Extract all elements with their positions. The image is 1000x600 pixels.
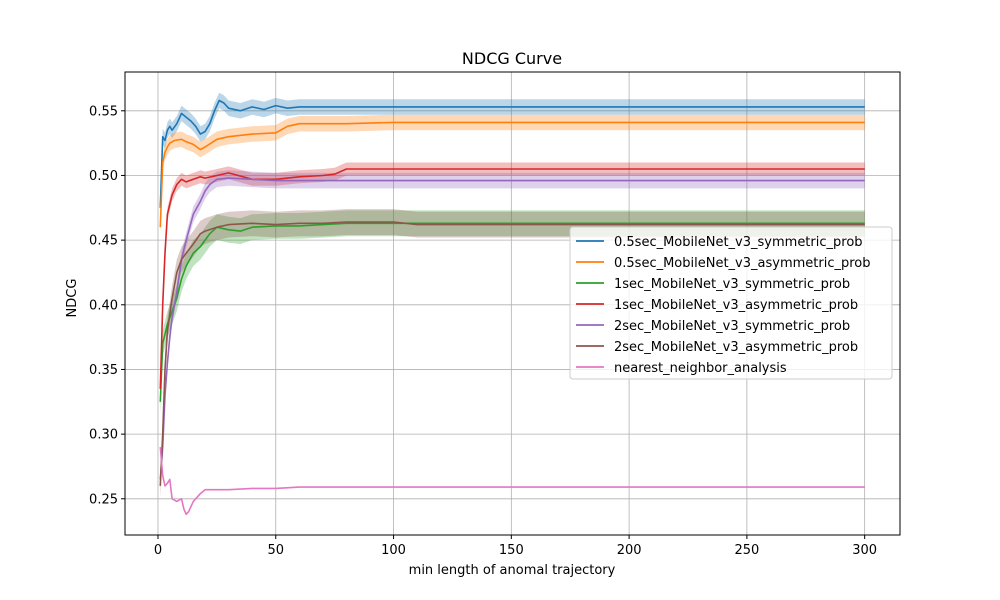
band-series-0 bbox=[160, 92, 865, 216]
line-series-1 bbox=[159, 121, 865, 228]
line-series-4 bbox=[159, 177, 865, 480]
x-tick-label: 150 bbox=[499, 543, 524, 558]
legend-entry: 0.5sec_MobileNet_v3_symmetric_prob bbox=[614, 235, 863, 250]
y-tick-label: 0.30 bbox=[89, 428, 118, 443]
y-axis-label: NDCG bbox=[65, 279, 80, 318]
plot-frame bbox=[124, 71, 901, 536]
legend-entry: nearest_neighbor_analysis bbox=[614, 361, 787, 376]
band-series-1 bbox=[160, 114, 865, 235]
legend-entry: 1sec_MobileNet_v3_asymmetric_prob bbox=[614, 298, 858, 313]
legend-box bbox=[569, 226, 893, 380]
y-tick-label: 0.40 bbox=[89, 298, 118, 313]
x-tick-label: 50 bbox=[267, 543, 284, 558]
legend-entry: 1sec_MobileNet_v3_symmetric_prob bbox=[614, 277, 850, 292]
x-axis-ticks: 0 50 100 150 200 250 300 bbox=[154, 535, 877, 558]
x-tick-label: 300 bbox=[852, 543, 877, 558]
legend-entry: 2sec_MobileNet_v3_symmetric_prob bbox=[614, 319, 850, 334]
x-axis-label: min length of anomal trajectory bbox=[409, 563, 616, 578]
x-tick-label: 0 bbox=[154, 543, 162, 558]
legend-entry: 2sec_MobileNet_v3_asymmetric_prob bbox=[614, 340, 858, 355]
x-tick-label: 200 bbox=[617, 543, 642, 558]
y-axis-ticks: 0.25 0.30 0.35 0.40 0.45 0.50 0.55 bbox=[89, 104, 125, 507]
line-series-5 bbox=[159, 221, 865, 486]
line-series-0 bbox=[159, 99, 865, 208]
y-tick-label: 0.25 bbox=[89, 492, 118, 507]
y-tick-label: 0.45 bbox=[89, 234, 118, 249]
line-series-3 bbox=[159, 168, 865, 389]
x-tick-label: 250 bbox=[734, 543, 759, 558]
x-tick-label: 100 bbox=[381, 543, 406, 558]
line-series-6 bbox=[159, 447, 865, 516]
y-tick-label: 0.50 bbox=[89, 169, 118, 184]
y-tick-label: 0.55 bbox=[89, 104, 118, 119]
y-tick-label: 0.35 bbox=[89, 363, 118, 378]
chart-title: NDCG Curve bbox=[462, 49, 562, 68]
legend: 0.5sec_MobileNet_v3_symmetric_prob 0.5sec… bbox=[569, 226, 893, 380]
series-lines bbox=[159, 99, 865, 516]
legend-entry: 0.5sec_MobileNet_v3_asymmetric_prob bbox=[614, 256, 871, 271]
